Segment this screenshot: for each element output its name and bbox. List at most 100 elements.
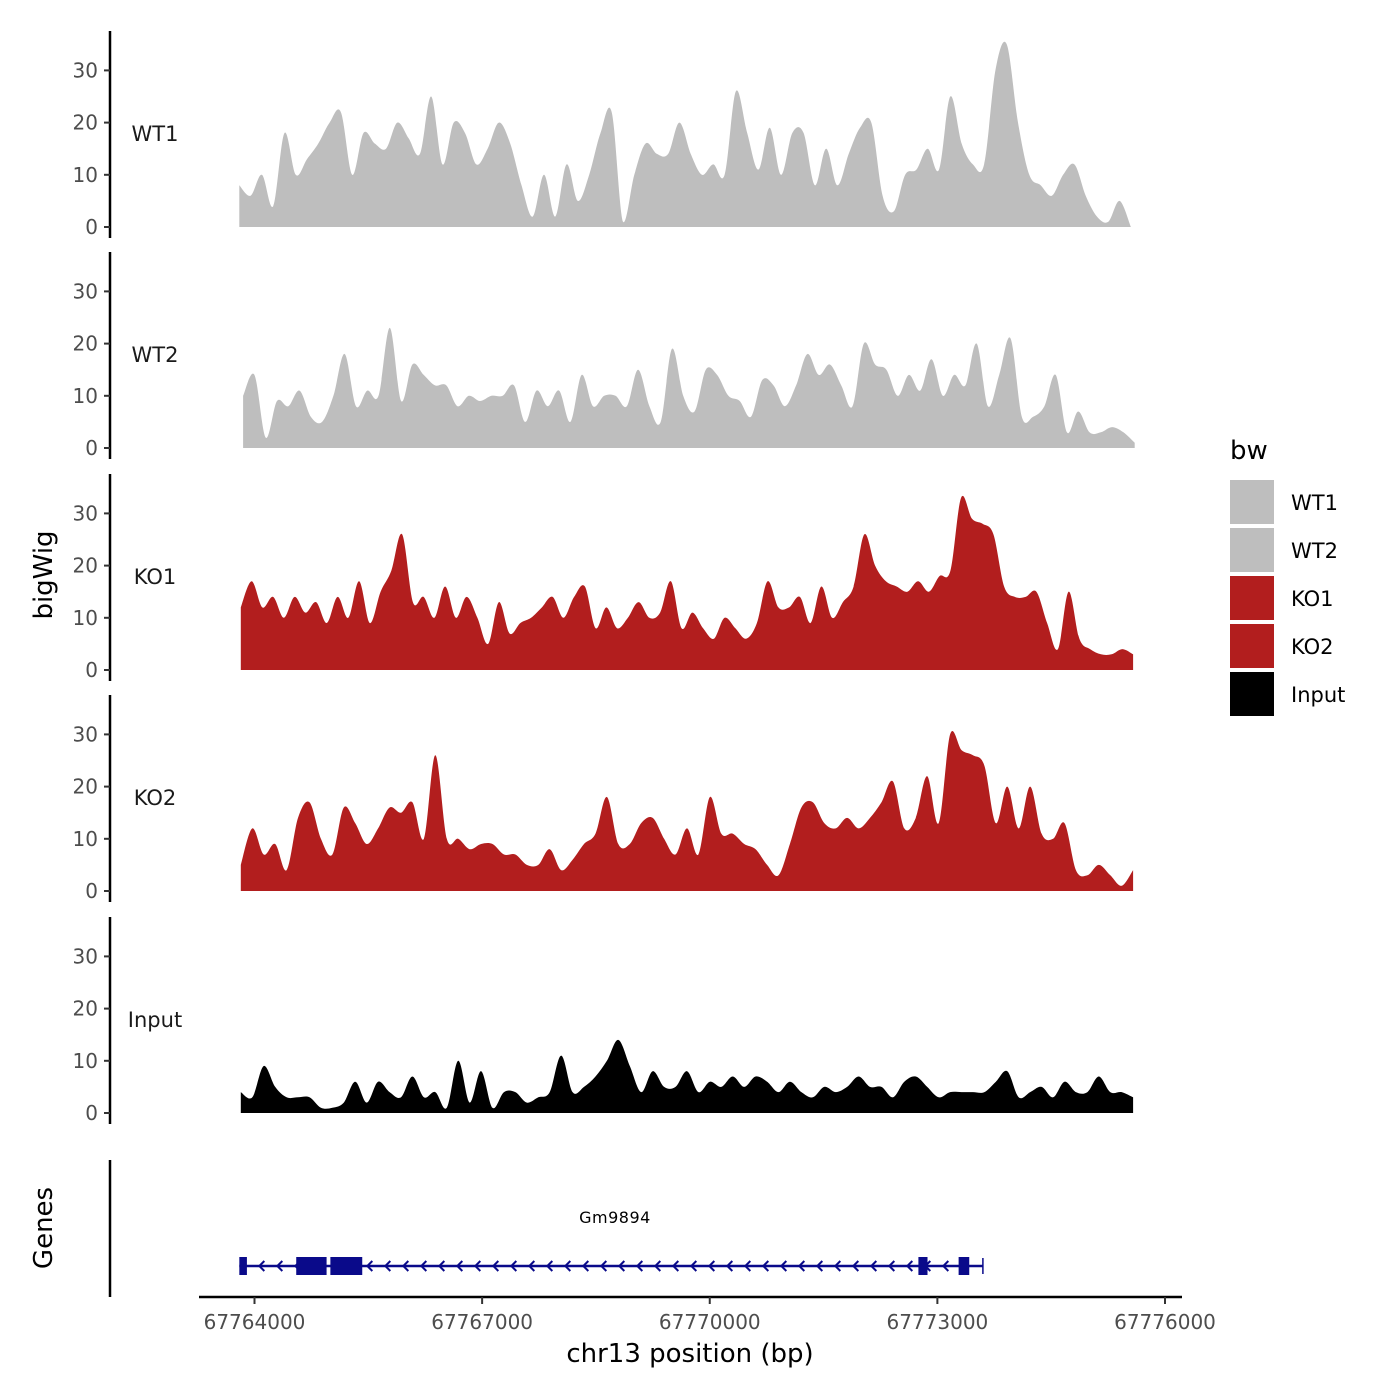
- y-tick-label: 20: [73, 554, 98, 578]
- strand-arrow: [383, 1260, 392, 1272]
- y-tick-label: 10: [73, 384, 98, 408]
- y-tick-label: 10: [73, 163, 98, 187]
- strand-arrow: [779, 1260, 788, 1272]
- legend-swatch: [1230, 528, 1274, 572]
- strand-arrow: [581, 1260, 590, 1272]
- y-tick-label: 20: [73, 332, 98, 356]
- legend-swatch: [1230, 624, 1274, 668]
- x-axis-title: chr13 position (bp): [566, 1339, 813, 1369]
- gene-gm9894: Gm9894: [239, 1208, 984, 1275]
- strand-arrow: [401, 1260, 410, 1272]
- track-label: WT1: [132, 122, 179, 146]
- x-tick-label: 67770000: [659, 1310, 761, 1334]
- strand-arrow: [653, 1260, 662, 1272]
- track-ko1: 0 10 20 30 KO1: [73, 474, 1134, 682]
- strand-arrow: [437, 1260, 446, 1272]
- y-tick-label: 10: [73, 827, 98, 851]
- y-tick-label: 10: [73, 606, 98, 630]
- legend-label: WT1: [1291, 491, 1338, 515]
- strand-arrow: [689, 1260, 698, 1272]
- legend-item-wt1: WT1: [1230, 480, 1338, 524]
- y-tick-label: 0: [85, 215, 98, 239]
- legend-swatch: [1230, 576, 1274, 620]
- strand-arrow: [563, 1260, 572, 1272]
- track-label: Input: [128, 1008, 182, 1032]
- y-tick-label: 20: [73, 997, 98, 1021]
- strand-arrow: [797, 1260, 806, 1272]
- genes-axis-title: Genes: [29, 1187, 59, 1269]
- strand-arrow: [671, 1260, 680, 1272]
- y-tick-label: 30: [73, 279, 98, 303]
- strand-arrow: [707, 1260, 716, 1272]
- strand-arrow: [743, 1260, 752, 1272]
- x-tick-label: 67767000: [431, 1310, 533, 1334]
- y-axis-title: bigWig: [29, 530, 59, 619]
- y-tick-label: 20: [73, 775, 98, 799]
- area-wt1: [239, 41, 1131, 227]
- legend-title: bw: [1230, 436, 1268, 466]
- strand-arrow: [509, 1260, 518, 1272]
- y-tick-label: 20: [73, 111, 98, 135]
- strand-arrow: [365, 1260, 374, 1272]
- x-tick-label: 67776000: [1114, 1310, 1216, 1334]
- x-tick-label: 67764000: [204, 1310, 306, 1334]
- y-tick-label: 0: [85, 879, 98, 903]
- track-ko2: 0 10 20 30 KO2: [73, 695, 1134, 903]
- strand-arrow: [491, 1260, 500, 1272]
- y-tick-label: 0: [85, 1101, 98, 1125]
- legend-label: KO2: [1291, 635, 1334, 659]
- legend-label: KO1: [1291, 587, 1334, 611]
- legend-label: WT2: [1291, 539, 1338, 563]
- y-tick-label: 0: [85, 436, 98, 460]
- track-input: 0 10 20 30 Input: [73, 917, 1134, 1125]
- y-tick-label: 10: [73, 1049, 98, 1073]
- strand-arrow: [941, 1260, 950, 1272]
- strand-arrow: [887, 1260, 896, 1272]
- strand-arrow: [455, 1260, 464, 1272]
- strand-arrow: [545, 1260, 554, 1272]
- gene-track: Gm9894: [108, 1160, 984, 1297]
- strand-arrow: [275, 1260, 284, 1272]
- y-tick-label: 30: [73, 944, 98, 968]
- track-label: KO1: [134, 565, 177, 589]
- gene-name: Gm9894: [579, 1208, 651, 1227]
- strand-arrow: [617, 1260, 626, 1272]
- area-ko2: [240, 731, 1134, 891]
- strand-arrow: [851, 1260, 860, 1272]
- strand-arrow: [473, 1260, 482, 1272]
- gene-exon: [918, 1257, 928, 1275]
- track-wt1: 0 10 20 30 WT1: [73, 31, 1131, 239]
- y-tick-label: 30: [73, 722, 98, 746]
- legend-swatch: [1230, 672, 1274, 716]
- gene-exon: [958, 1257, 970, 1275]
- track-label: WT2: [132, 343, 179, 367]
- track-label: KO2: [134, 786, 177, 810]
- strand-arrow: [419, 1260, 428, 1272]
- strand-arrow: [833, 1260, 842, 1272]
- strand-arrow: [761, 1260, 770, 1272]
- strand-arrow: [599, 1260, 608, 1272]
- area-input: [240, 1039, 1134, 1113]
- strand-arrow: [725, 1260, 734, 1272]
- strand-arrow: [815, 1260, 824, 1272]
- legend: bw WT1 WT2 KO1 KO2 Input: [1230, 436, 1345, 716]
- gene-exon: [296, 1257, 327, 1275]
- legend-item-ko1: KO1: [1230, 576, 1334, 620]
- y-tick-label: 30: [73, 58, 98, 82]
- legend-label: Input: [1291, 683, 1345, 707]
- x-tick-label: 67773000: [886, 1310, 988, 1334]
- x-axis: chr13 position (bp) 67764000 67767000 6777…: [199, 1295, 1216, 1369]
- y-tick-label: 30: [73, 501, 98, 525]
- y-tick-label: 0: [85, 658, 98, 682]
- coverage-tracks: 0 10 20 30 WT1 0 10 20 30 WT2 0 10 20 30 KO1 0 10 20 30 KO2…: [73, 31, 1135, 1125]
- area-wt2: [243, 327, 1135, 448]
- strand-arrow: [869, 1260, 878, 1272]
- gene-exon: [239, 1257, 247, 1275]
- strand-arrow: [635, 1260, 644, 1272]
- strand-arrow: [257, 1260, 266, 1272]
- track-wt2: 0 10 20 30 WT2: [73, 252, 1135, 460]
- strand-arrow: [527, 1260, 536, 1272]
- legend-item-ko2: KO2: [1230, 624, 1334, 668]
- legend-item-input: Input: [1230, 672, 1345, 716]
